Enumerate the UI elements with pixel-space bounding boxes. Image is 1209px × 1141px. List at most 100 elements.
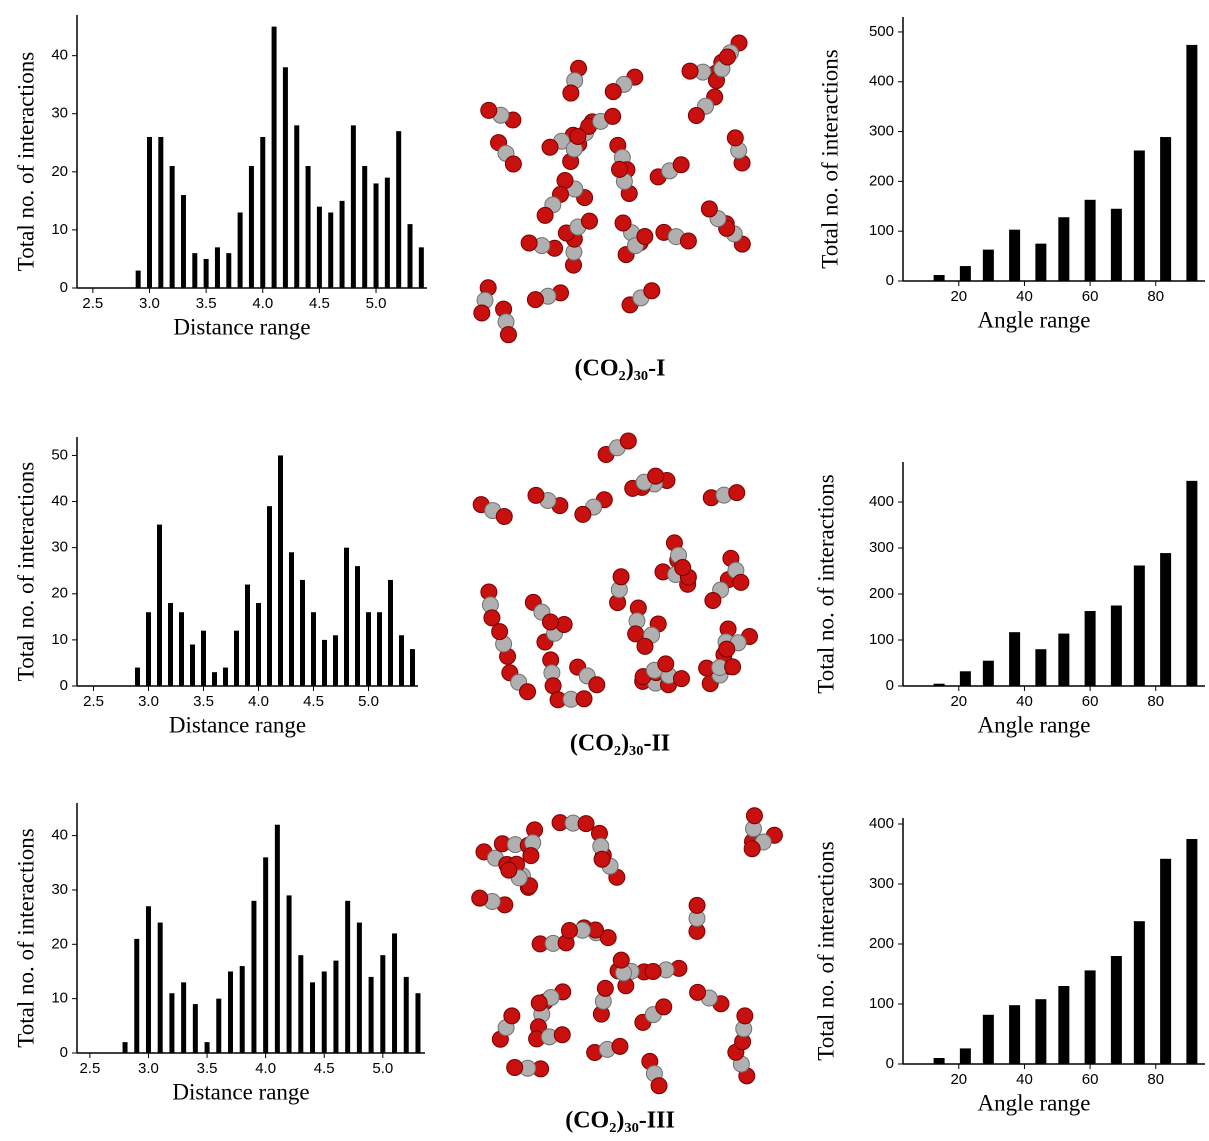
bar (300, 580, 305, 686)
oxygen-atom (527, 292, 543, 308)
bar (158, 137, 163, 288)
x-tick-label: 60 (1082, 1071, 1099, 1088)
structure-label: (CO₂)₃₀-III (565, 1108, 675, 1134)
y-tick-label: 30 (51, 105, 68, 122)
x-tick-label: 4.5 (309, 295, 330, 312)
y-tick-label: 20 (51, 935, 68, 952)
bar (193, 1004, 198, 1053)
y-tick-label: 50 (51, 446, 68, 463)
x-tick-label: 4.0 (255, 1060, 276, 1077)
structure-label: (CO₂)₃₀-II (570, 731, 670, 757)
bar (404, 977, 409, 1053)
bar (240, 966, 245, 1053)
oxygen-atom (521, 235, 537, 251)
oxygen-atom (570, 128, 586, 144)
x-tick-label: 40 (1016, 693, 1033, 710)
y-tick-label: 10 (51, 631, 68, 648)
bar (377, 612, 382, 686)
oxygen-atom (719, 641, 735, 657)
oxygen-atom (523, 848, 539, 864)
y-tick-label: 300 (869, 123, 894, 140)
oxygen-atom (504, 1008, 520, 1024)
oxygen-atom (675, 560, 691, 576)
bar (201, 631, 206, 686)
y-tick-label: 40 (51, 47, 68, 64)
bar (934, 275, 945, 281)
bar (1035, 999, 1046, 1064)
oxygen-atom (651, 1078, 667, 1094)
x-axis-title: Distance range (169, 712, 306, 737)
bar (234, 631, 239, 686)
x-tick-label: 20 (950, 1071, 967, 1088)
bar (267, 506, 272, 686)
oxygen-atom (561, 923, 577, 939)
bar (1058, 217, 1069, 281)
y-tick-label: 100 (869, 631, 894, 648)
oxygen-atom (648, 468, 664, 484)
oxygen-atom (689, 897, 705, 913)
y-tick-label: 0 (886, 1055, 894, 1072)
bar (215, 247, 220, 288)
bar (272, 27, 277, 288)
bar (260, 137, 265, 288)
oxygen-atom (474, 305, 490, 321)
y-axis-title: Total no. of interactions (13, 828, 38, 1047)
bar (311, 612, 316, 686)
bar (345, 901, 350, 1053)
bar (1134, 921, 1145, 1064)
bar (408, 224, 413, 288)
molecule-structure (473, 433, 757, 708)
bar (181, 195, 186, 288)
x-tick-label: 3.0 (138, 1060, 159, 1077)
bar (298, 955, 303, 1053)
y-tick-label: 20 (51, 163, 68, 180)
bar (170, 166, 175, 288)
oxygen-atom (505, 156, 521, 172)
x-tick-label: 4.5 (314, 1060, 335, 1077)
x-tick-label: 3.0 (139, 295, 160, 312)
oxygen-atom (680, 233, 696, 249)
bar (333, 961, 338, 1053)
bar (344, 548, 349, 686)
y-axis-title: Total no. of interactions (813, 841, 838, 1060)
oxygen-atom (637, 638, 653, 654)
bar (158, 923, 163, 1053)
bar (1009, 632, 1020, 686)
bar (355, 566, 360, 686)
y-axis-title: Total no. of interactions (13, 52, 38, 271)
bar (322, 971, 327, 1053)
oxygen-atom (733, 574, 749, 590)
oxygen-atom (472, 890, 488, 906)
oxygen-atom (594, 851, 610, 867)
bar (192, 253, 197, 288)
x-axis-title: Angle range (977, 307, 1090, 332)
x-tick-label: 3.5 (193, 693, 214, 710)
x-tick-label: 5.0 (372, 1060, 393, 1077)
bar (399, 635, 404, 686)
oxygen-atom (528, 487, 544, 503)
y-tick-label: 20 (51, 585, 68, 602)
bar (1134, 565, 1145, 686)
y-axis-title: Total no. of interactions (817, 49, 842, 268)
bar (294, 125, 299, 288)
oxygen-atom (682, 63, 698, 79)
bar (340, 201, 345, 288)
bar (374, 183, 379, 288)
x-tick-label: 40 (1016, 1071, 1033, 1088)
bar (147, 137, 152, 288)
bar (146, 612, 151, 686)
oxygen-atom (613, 952, 629, 968)
structure-label: (CO₂)₃₀-I (575, 356, 666, 382)
y-tick-label: 300 (869, 875, 894, 892)
x-tick-label: 5.0 (366, 295, 387, 312)
y-tick-label: 0 (886, 272, 894, 289)
oxygen-atom (645, 964, 661, 980)
oxygen-atom (575, 506, 591, 522)
bar (1009, 230, 1020, 281)
oxygen-atom (542, 139, 558, 155)
oxygen-atom (737, 1008, 753, 1024)
x-tick-label: 2.5 (79, 1060, 100, 1077)
x-tick-label: 20 (950, 693, 967, 710)
oxygen-atom (688, 107, 704, 123)
oxygen-atom (500, 327, 516, 343)
